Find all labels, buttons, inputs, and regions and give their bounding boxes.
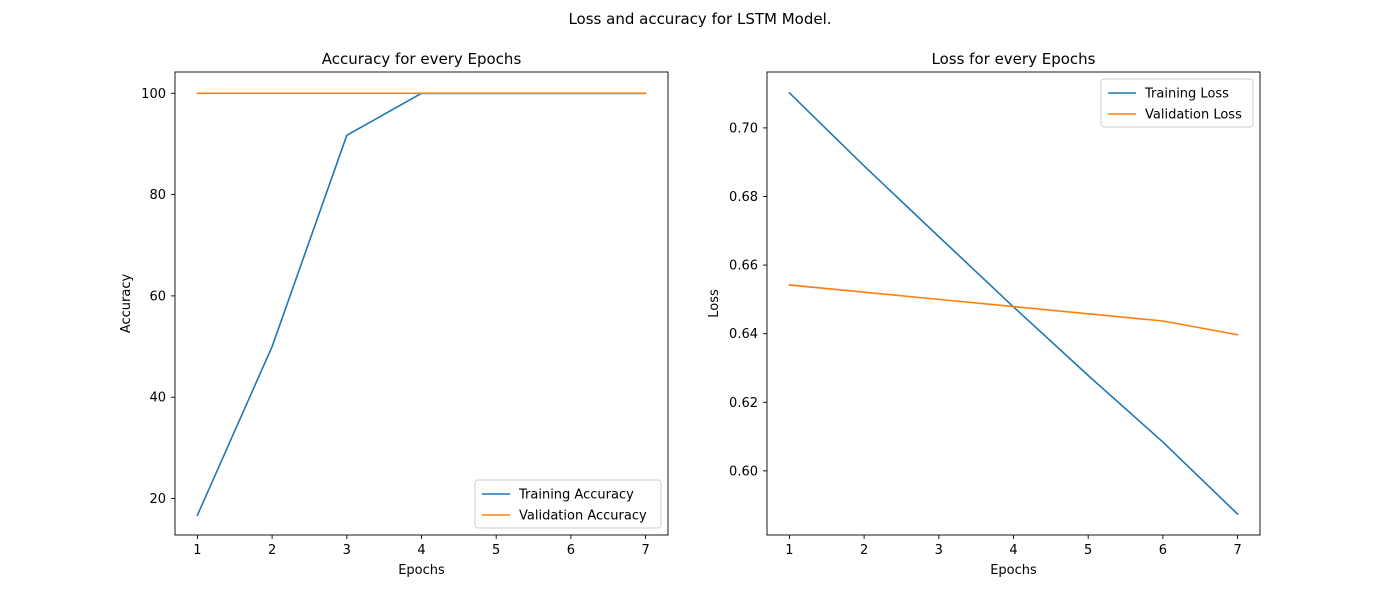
- accuracy-legend-label: Validation Accuracy: [519, 509, 647, 524]
- accuracy-x-tick-label: 7: [641, 543, 649, 558]
- accuracy-x-axis-label: Epochs: [398, 563, 445, 578]
- loss-y-tick-label: 0.70: [729, 121, 758, 136]
- loss-series-training-line: [788, 91, 1239, 516]
- accuracy-legend: Training Accuracy Validation Accuracy: [474, 479, 662, 529]
- loss-y-tick-label: 0.62: [729, 396, 758, 411]
- figure-title: Loss and accuracy for LSTM Model.: [568, 10, 831, 28]
- loss-x-tick-label: 7: [1233, 543, 1241, 558]
- accuracy-x-tick-label: 6: [567, 543, 575, 558]
- accuracy-y-tick-label: 40: [149, 391, 166, 406]
- loss-x-tick-label: 2: [860, 543, 868, 558]
- loss-y-tick-label: 0.60: [729, 464, 758, 479]
- accuracy-series-training-line: [196, 92, 647, 517]
- loss-legend-label: Validation Loss: [1145, 108, 1242, 123]
- loss-chart: Loss for every Epochs 1 2 3 4 5 6 7 0.60 0.62 0.64…: [707, 50, 1261, 578]
- accuracy-x-tick-label: 3: [343, 543, 351, 558]
- accuracy-x-tick-label: 1: [193, 543, 201, 558]
- accuracy-chart: Accuracy for every Epochs 1 2 3 4 5 6 7 20 40 60 80…: [119, 50, 669, 578]
- accuracy-y-tick-label: 60: [149, 289, 166, 304]
- loss-x-tick-label: 5: [1084, 543, 1092, 558]
- accuracy-y-tick-label: 20: [149, 492, 166, 507]
- loss-y-axis-label: Loss: [707, 289, 722, 318]
- accuracy-x-tick-label: 2: [268, 543, 276, 558]
- accuracy-y-axis-label: Accuracy: [119, 274, 134, 334]
- loss-x-tick-label: 1: [785, 543, 793, 558]
- accuracy-legend-box: [474, 479, 662, 529]
- accuracy-x-tick-label: 4: [417, 543, 425, 558]
- loss-y-tick-label: 0.68: [729, 190, 758, 205]
- loss-plot-frame: [766, 71, 1261, 536]
- loss-legend-box: [1100, 78, 1254, 128]
- loss-legend-label: Training Loss: [1144, 87, 1229, 102]
- loss-series-validation-line: [788, 284, 1239, 336]
- accuracy-y-tick-label: 80: [149, 188, 166, 203]
- loss-x-tick-label: 3: [935, 543, 943, 558]
- loss-y-tick-label: 0.64: [729, 327, 758, 342]
- accuracy-plot-frame: [174, 71, 669, 536]
- accuracy-x-tick-label: 5: [492, 543, 500, 558]
- accuracy-legend-label: Training Accuracy: [518, 488, 634, 503]
- loss-x-tick-label: 6: [1159, 543, 1167, 558]
- loss-x-axis-label: Epochs: [990, 563, 1037, 578]
- loss-y-tick-label: 0.66: [729, 259, 758, 274]
- loss-legend: Training Loss Validation Loss: [1100, 78, 1254, 128]
- loss-chart-title: Loss for every Epochs: [932, 50, 1096, 68]
- accuracy-chart-title: Accuracy for every Epochs: [322, 50, 522, 68]
- accuracy-y-tick-label: 100: [141, 87, 166, 102]
- loss-x-tick-label: 4: [1009, 543, 1017, 558]
